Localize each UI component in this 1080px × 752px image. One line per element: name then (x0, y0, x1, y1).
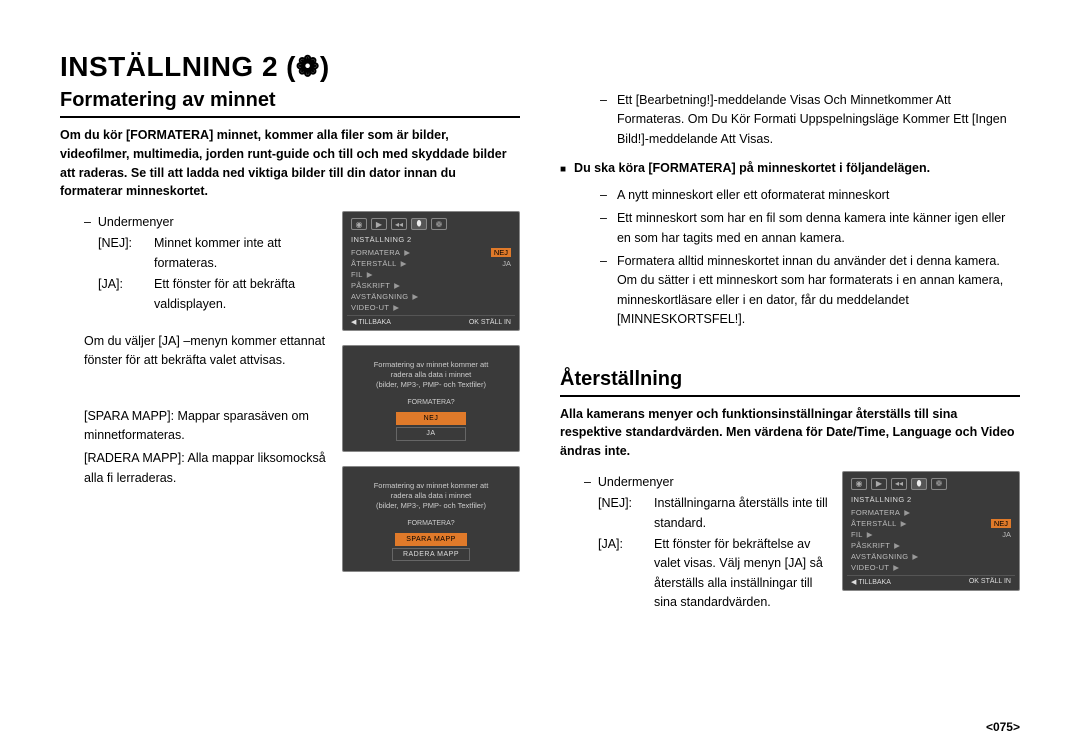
format-intro: Om du kör [FORMATERA] minnet, kommer all… (60, 126, 520, 201)
radera-text: [RADERA MAPP]: Alla mappar liksomockså a… (84, 449, 328, 488)
dash-item: –A nytt minneskort eller ett oformaterat… (600, 186, 1020, 205)
ja-val: Ett fönster för att bekräfta valdisplaye… (154, 275, 328, 314)
screenshot-menu-format: ◉ ▶ ◂◂ ⬮ ❁ INSTÄLLNING 2 FORMATERA▶NEJÅT… (342, 211, 520, 331)
page-title: INSTÄLLNING 2 (❁) (60, 50, 1020, 83)
tab-icon: ❁ (431, 218, 447, 230)
nej-key: [NEJ]: (98, 234, 154, 273)
ss-question: FORMATERA? (407, 398, 454, 407)
dash: – (584, 473, 598, 492)
content-columns: Formatering av minnet Om du kör [FORMATE… (60, 89, 1020, 612)
ss-header: INSTÄLLNING 2 (847, 494, 1015, 507)
square-bullet-icon: ■ (560, 162, 566, 177)
cont-dash-text: Ett [Bearbetning!]-meddelande Visas Och … (617, 91, 1020, 149)
tab-icon: ▶ (871, 478, 887, 490)
ss-footer: ◀ TILLBAKA OK STÄLL IN (347, 315, 515, 326)
tab-icon: ⬮ (911, 478, 927, 490)
ja-followup: Om du väljer [JA] –menyn kommer ettannat… (84, 332, 328, 371)
ss-menu-row: FIL▶JA (847, 529, 1015, 540)
dash-text: Ett minneskort som har en fil som denna … (617, 209, 1020, 248)
ss-menu-row: FORMATERA▶NEJ (347, 247, 515, 258)
section-title-reset: Återställning (560, 368, 1020, 397)
ss-dialog-button: RADERA MAPP (392, 548, 470, 561)
ss-tabs: ◉ ▶ ◂◂ ⬮ ❁ (347, 216, 515, 234)
left-column: Formatering av minnet Om du kör [FORMATE… (60, 89, 520, 612)
reset-ja-val: Ett fönster för bekräftelse av valet vis… (654, 535, 828, 613)
ss-body-line: radera alla data i minnet (353, 491, 509, 501)
right-column: –Ett [Bearbetning!]-meddelande Visas Och… (560, 89, 1020, 612)
screenshot-confirm-1: Formatering av minnet kommer att radera … (342, 345, 520, 452)
ss-dialog-button: JA (396, 427, 466, 440)
ss-foot-back: ◀ TILLBAKA (351, 318, 391, 326)
tab-icon: ⬮ (411, 218, 427, 230)
tab-icon: ❁ (931, 478, 947, 490)
ss-menu-row: FORMATERA▶ (847, 507, 1015, 518)
tab-icon: ◉ (851, 478, 867, 490)
tab-icon: ▶ (371, 218, 387, 230)
ss-foot-back: ◀ TILLBAKA (851, 578, 891, 586)
bullet-formatera: ■ Du ska köra [FORMATERA] på minneskorte… (560, 159, 1020, 178)
ss-question: FORMATERA? (407, 519, 454, 528)
tab-icon: ◂◂ (891, 478, 907, 490)
ss-menu-row: PÅSKRIFT▶ (347, 280, 515, 291)
ss-menu-row: ÅTERSTÄLL▶JA (347, 258, 515, 269)
reset-nej-val: Inställningarna återställs inte till sta… (654, 494, 828, 533)
dash: – (600, 209, 607, 248)
ja-key: [JA]: (98, 275, 154, 314)
ss-foot-ok: OK STÄLL IN (469, 318, 511, 326)
cont-dash: –Ett [Bearbetning!]-meddelande Visas Och… (600, 91, 1020, 149)
ss-menu-row: VIDEO-UT▶ (347, 302, 515, 313)
gear-icon: (❁) (286, 50, 330, 83)
dash: – (600, 91, 607, 149)
screenshot-confirm-2: Formatering av minnet kommer att radera … (342, 466, 520, 573)
dash-list: –A nytt minneskort eller ett oformaterat… (600, 186, 1020, 330)
ss-menu-row: VIDEO-UT▶ (847, 562, 1015, 573)
ss-menu-row: AVSTÄNGNING▶ (847, 551, 1015, 562)
ss-menu-row: FIL▶ (347, 269, 515, 280)
ss-dialog-button: NEJ (396, 412, 466, 425)
dash-item: –Formatera alltid minneskortet innan du … (600, 252, 1020, 330)
section-title-format: Formatering av minnet (60, 89, 520, 118)
reset-body: – Undermenyer [NEJ]: Inställningarna åte… (560, 471, 1020, 613)
ss-body-line: Formatering av minnet kommer att (353, 360, 509, 370)
tab-icon: ◂◂ (391, 218, 407, 230)
ss-header: INSTÄLLNING 2 (347, 234, 515, 247)
dash: – (84, 213, 98, 232)
tab-icon: ◉ (351, 218, 367, 230)
ss-menu-row: AVSTÄNGNING▶ (347, 291, 515, 302)
reset-intro: Alla kamerans menyer och funktionsinstäl… (560, 405, 1020, 461)
page-title-text: INSTÄLLNING 2 (60, 51, 278, 83)
screenshot-reset: ◉ ▶ ◂◂ ⬮ ❁ INSTÄLLNING 2 FORMATERA▶ÅTERS… (842, 471, 1020, 605)
ss-menu-row: ÅTERSTÄLL▶NEJ (847, 518, 1015, 529)
reset-nej-key: [NEJ]: (598, 494, 654, 533)
bullet-text: Du ska köra [FORMATERA] på minneskortet … (574, 159, 930, 178)
dash-text: A nytt minneskort eller ett oformaterat … (617, 186, 889, 205)
dash: – (600, 186, 607, 205)
screenshot-stack: ◉ ▶ ◂◂ ⬮ ❁ INSTÄLLNING 2 FORMATERA▶NEJÅT… (342, 211, 520, 586)
submenu-block: – Undermenyer [NEJ]: Minnet kommer inte … (84, 213, 328, 314)
ss-menu-row: PÅSKRIFT▶ (847, 540, 1015, 551)
ss-body-line: Formatering av minnet kommer att (353, 481, 509, 491)
nej-val: Minnet kommer inte att formateras. (154, 234, 328, 273)
reset-submenu-block: – Undermenyer [NEJ]: Inställningarna åte… (584, 473, 828, 613)
submenu-label: Undermenyer (98, 213, 174, 232)
ss-body-line: (bilder, MP3-, PMP- och Textfiler) (353, 380, 509, 390)
page-number: <075> (986, 720, 1020, 734)
ss-dialog-button: SPARA MAPP (395, 533, 467, 546)
ss-body-line: (bilder, MP3-, PMP- och Textfiler) (353, 501, 509, 511)
dash: – (600, 252, 607, 330)
ss-tabs: ◉ ▶ ◂◂ ⬮ ❁ (847, 476, 1015, 494)
ss-footer: ◀ TILLBAKA OK STÄLL IN (847, 575, 1015, 586)
ss-body-line: radera alla data i minnet (353, 370, 509, 380)
submenu-label: Undermenyer (598, 473, 674, 492)
dash-text: Formatera alltid minneskortet innan du a… (617, 252, 1020, 330)
format-text-block: – Undermenyer [NEJ]: Minnet kommer inte … (60, 211, 328, 488)
reset-text-block: – Undermenyer [NEJ]: Inställningarna åte… (560, 471, 828, 613)
ss-foot-ok: OK STÄLL IN (969, 578, 1011, 586)
dash-item: –Ett minneskort som har en fil som denna… (600, 209, 1020, 248)
screenshot-menu-reset: ◉ ▶ ◂◂ ⬮ ❁ INSTÄLLNING 2 FORMATERA▶ÅTERS… (842, 471, 1020, 591)
reset-ja-key: [JA]: (598, 535, 654, 613)
format-body: – Undermenyer [NEJ]: Minnet kommer inte … (60, 211, 520, 586)
spara-text: [SPARA MAPP]: Mappar sparasäven om minne… (84, 407, 328, 446)
